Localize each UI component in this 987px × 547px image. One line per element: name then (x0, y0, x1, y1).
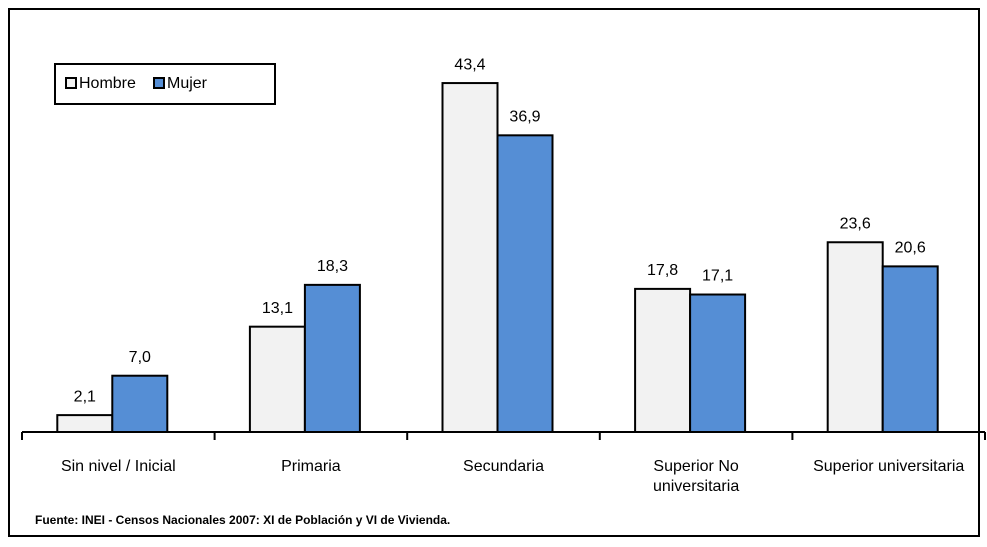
legend-label: Mujer (167, 75, 208, 92)
x-tick-label: Primaria (281, 458, 341, 475)
legend-label: Hombre (79, 75, 136, 92)
data-label: 13,1 (262, 300, 293, 317)
legend-swatch (153, 77, 165, 89)
bar (56, 414, 114, 433)
frame (8, 8, 980, 537)
bar (881, 265, 939, 433)
data-label: 2,1 (74, 388, 96, 405)
data-label: 17,8 (647, 262, 678, 279)
data-label: 43,4 (454, 56, 485, 73)
source-note: Fuente: INEI - Censos Nacionales 2007: X… (35, 513, 451, 527)
bar (496, 134, 554, 433)
data-label: 23,6 (840, 215, 871, 232)
data-label: 20,6 (895, 240, 926, 257)
bar (111, 374, 169, 433)
x-tick-label: Secundaria (463, 458, 544, 475)
data-label: 36,9 (509, 109, 540, 126)
data-label: 17,1 (702, 268, 733, 285)
data-label: 18,3 (317, 258, 348, 275)
x-tick-label: Superior No universitaria (652, 458, 740, 495)
legend-swatch (65, 77, 77, 89)
bar (634, 287, 692, 433)
bar (248, 325, 306, 433)
bar (689, 293, 747, 433)
x-tick-label: Superior universitaria (813, 458, 965, 475)
bar (826, 241, 884, 433)
bar (441, 82, 499, 434)
data-label: 7,0 (129, 349, 151, 366)
legend-box (54, 63, 276, 105)
x-tick-label: Sin nivel / Inicial (60, 458, 176, 475)
bar (303, 283, 361, 434)
